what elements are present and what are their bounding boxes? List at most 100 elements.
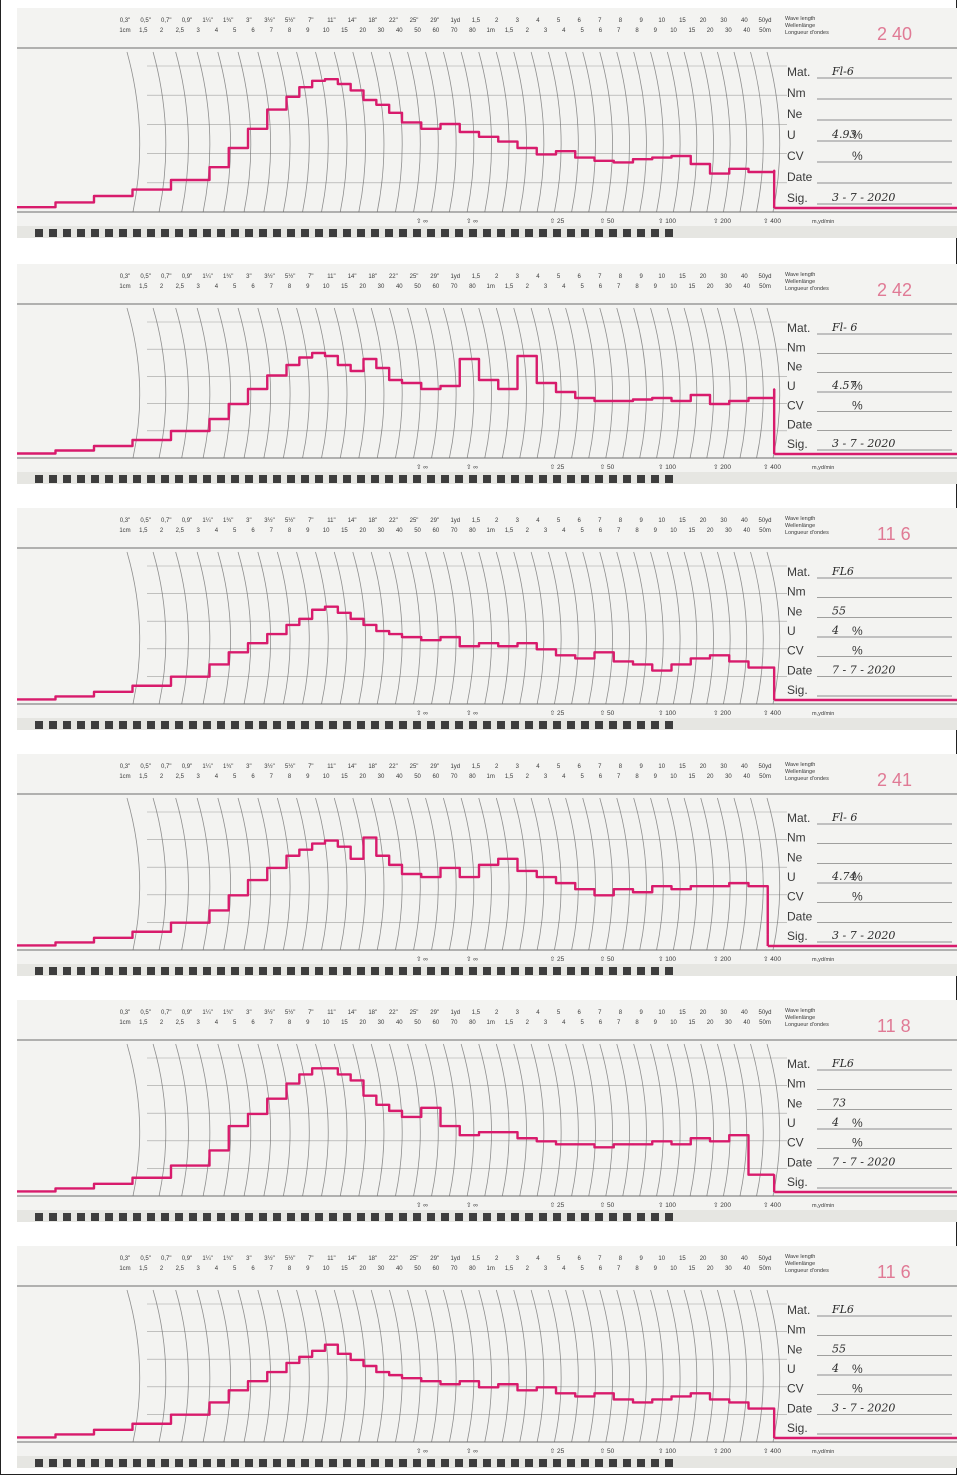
scale-label-bottom: 9 xyxy=(654,1266,658,1272)
wave-length-header: Wellenlänge xyxy=(785,523,815,529)
calibration-bar xyxy=(119,1459,127,1467)
field-label: Nm xyxy=(787,1323,806,1337)
calibration-bar xyxy=(427,475,435,483)
wavelength-gridline xyxy=(582,551,596,705)
scale-label-bottom: 40 xyxy=(743,1266,750,1272)
calibration-bar xyxy=(231,1213,239,1221)
field-label: U xyxy=(787,624,796,638)
calibration-bar xyxy=(581,967,589,975)
spectrogram-point xyxy=(670,1395,673,1398)
spectrogram-series-line xyxy=(17,1067,775,1193)
scale-label-top: 1¼" xyxy=(202,274,212,280)
scale-label-bottom: 4 xyxy=(562,528,566,534)
calibration-bar xyxy=(623,475,631,483)
wavelength-gridline xyxy=(425,1043,439,1197)
calibration-bar xyxy=(637,721,645,729)
spectrogram-point xyxy=(388,633,391,635)
wavelength-gridline xyxy=(750,551,764,705)
spectrogram-point xyxy=(375,1103,378,1106)
scale-label-bottom: 60 xyxy=(433,528,440,534)
scale-label-bottom: 40 xyxy=(396,284,403,290)
wavelength-gridline xyxy=(460,551,475,705)
calibration-bar xyxy=(147,1459,155,1467)
spectrogram-point xyxy=(336,364,339,366)
scale-label-bottom: 7 xyxy=(270,774,274,780)
wavelength-gridline xyxy=(217,797,231,951)
scale-label-top: 20 xyxy=(700,18,707,24)
calibration-bar xyxy=(301,1459,309,1467)
scale-label-bottom: 70 xyxy=(451,1266,458,1272)
calibration-bar xyxy=(343,721,351,729)
spectrogram-point xyxy=(420,876,423,878)
scale-label-bottom: 1cm xyxy=(119,1020,130,1026)
spectrogram-point xyxy=(593,894,596,897)
wavelength-gridline xyxy=(257,551,271,705)
wave-length-header: Wellenlänge xyxy=(785,1261,815,1267)
wavelength-gridline xyxy=(425,551,439,705)
scale-label-top: 9 xyxy=(639,518,643,524)
scale-label-bottom: 3 xyxy=(196,28,200,34)
scale-label-top: 4 xyxy=(536,764,540,770)
speed-marker: ⇧ 400 xyxy=(763,709,781,717)
scale-label-bottom: 40 xyxy=(396,28,403,34)
field-value: 55 xyxy=(832,604,846,617)
wavelength-gridline xyxy=(530,1043,545,1197)
wavelength-gridline xyxy=(443,1289,457,1443)
scale-label-bottom: 30 xyxy=(378,1266,385,1272)
scale-label-top: 22" xyxy=(389,764,398,770)
scale-label-bottom: 70 xyxy=(451,1020,458,1026)
wave-length-header: Wellenlänge xyxy=(785,23,815,29)
calibration-bar xyxy=(189,967,197,975)
scale-label-top: 5½" xyxy=(285,1009,295,1016)
calibration-bar xyxy=(483,967,491,975)
scale-label-bottom: 50m xyxy=(759,284,771,290)
spectrogram-strip-1: 0,3" 0,5" 0,7" 0,9" 1¼" 1¾" 3" 3½" 5½" 7" 11" 14" 18… xyxy=(17,8,957,238)
spectrogram-point xyxy=(439,1383,442,1386)
scale-label-bottom: 4 xyxy=(215,284,219,290)
wavelength-gridline xyxy=(333,1043,348,1197)
scale-label-bottom: 30 xyxy=(725,28,732,34)
field-value: 4 xyxy=(831,1116,839,1129)
wavelength-gridline xyxy=(548,797,562,951)
scale-label-bottom: 6 xyxy=(599,1020,603,1026)
spectrogram-point xyxy=(131,439,134,441)
scale-label-bottom: 1,5 xyxy=(505,1020,514,1026)
calibration-bar xyxy=(651,721,659,729)
wavelength-gridline xyxy=(370,551,385,705)
scale-label-bottom: 7 xyxy=(270,28,274,34)
field-label: Nm xyxy=(787,831,806,845)
calibration-bar xyxy=(329,1459,337,1467)
scale-label-top: 30 xyxy=(720,1010,727,1016)
spectrogram-point xyxy=(362,836,365,839)
calibration-bar xyxy=(413,475,421,483)
spectrogram-point xyxy=(747,885,750,888)
calibration-bar xyxy=(511,967,519,975)
scale-label-bottom: 15 xyxy=(689,284,696,290)
scale-label-bottom: 5 xyxy=(233,528,237,534)
scale-label-top: 1,5 xyxy=(472,274,481,280)
speed-marker: ⇧ ∞ xyxy=(416,1201,428,1209)
scale-label-bottom: 10 xyxy=(670,1020,677,1026)
calibration-bar xyxy=(161,1213,169,1221)
wavelength-gridline xyxy=(237,551,252,705)
spectrogram-point xyxy=(593,1146,596,1149)
spectrogram-point xyxy=(593,159,596,162)
speed-marker: ⇧ 100 xyxy=(658,1201,676,1209)
scale-label-bottom: 80 xyxy=(469,284,476,290)
calibration-bar xyxy=(287,1213,295,1221)
spectrogram-strip-5: 0,3" 0,5" 0,7" 0,9" 1¼" 1¾" 3" 3½" 5½" 7" 11" 14" 18… xyxy=(17,1000,957,1222)
scale-label-top: 1¼" xyxy=(202,764,212,770)
scale-label-top: 0,9" xyxy=(182,518,192,524)
spectrogram-point xyxy=(497,1131,500,1134)
scale-label-top: 7" xyxy=(308,1256,313,1262)
scale-label-bottom: 6 xyxy=(599,774,603,780)
spectrogram-point xyxy=(612,1143,615,1146)
calibration-bar xyxy=(189,475,197,483)
scale-label-bottom: 1m xyxy=(487,1266,495,1272)
spectrogram-point xyxy=(324,355,326,357)
wavelength-gridline xyxy=(582,797,596,951)
calibration-bar xyxy=(483,1459,491,1467)
scale-label-bottom: 9 xyxy=(306,1266,310,1272)
wavelength-gridline xyxy=(237,1043,252,1197)
wavelength-gridline xyxy=(548,51,562,213)
